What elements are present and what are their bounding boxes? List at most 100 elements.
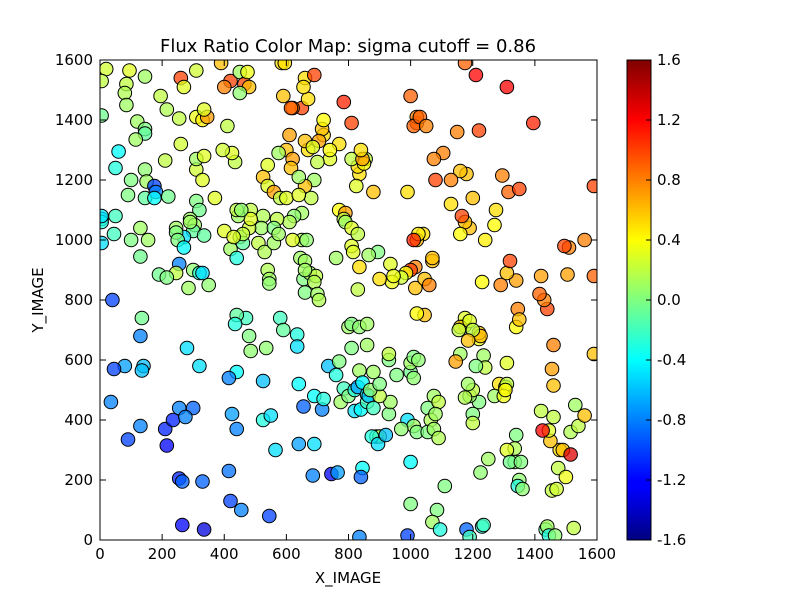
- scatter-point: [457, 60, 473, 71]
- scatter-point: [428, 406, 443, 422]
- scatter-point: [568, 397, 583, 413]
- scatter-point: [119, 97, 134, 113]
- x-axis-ticks: 0 200 400 600 800 1000 1200 1400 1600: [95, 60, 616, 563]
- scatter-point: [255, 208, 271, 224]
- scatter-point: [316, 391, 331, 407]
- y-tick-label: 200: [64, 471, 93, 489]
- scatter-point: [352, 529, 367, 540]
- scatter-point: [134, 363, 150, 378]
- scatter-point: [350, 226, 366, 242]
- scatter-point: [411, 352, 426, 368]
- scatter-point: [173, 136, 189, 152]
- scatter-point: [383, 256, 398, 272]
- scatter-point: [106, 226, 122, 242]
- scatter-point: [498, 382, 513, 398]
- scatter-point: [462, 529, 477, 540]
- scatter-point: [386, 268, 401, 284]
- scatter-point: [195, 265, 210, 281]
- scatter-point: [215, 142, 230, 158]
- scatter-point: [161, 189, 176, 204]
- scatter-point: [133, 220, 148, 236]
- scatter-point: [493, 277, 509, 293]
- scatter-point: [403, 496, 418, 512]
- scatter-point: [182, 214, 198, 230]
- chart-title: Flux Ratio Color Map: sigma cutoff = 0.8…: [160, 36, 536, 57]
- scatter-point: [134, 310, 150, 326]
- scatter-point: [586, 178, 597, 194]
- scatter-point: [305, 139, 321, 155]
- scatter-point: [481, 451, 496, 467]
- x-tick-label: 1000: [392, 545, 430, 563]
- colorbar-tick-label: 0.4: [657, 231, 681, 249]
- scatter-point: [282, 127, 297, 143]
- scatter-point: [103, 394, 119, 410]
- scatter-point: [566, 520, 582, 536]
- scatter-point: [465, 415, 481, 431]
- scatter-point: [175, 474, 190, 489]
- colorbar-tick-label: 0.0: [657, 291, 681, 309]
- x-tick-label: 200: [148, 545, 177, 563]
- scatter-point: [128, 132, 143, 147]
- scatter-point: [378, 427, 394, 443]
- scatter-point: [361, 247, 377, 263]
- scatter-point: [100, 108, 109, 123]
- colorbar-tick-label: -0.4: [657, 351, 686, 369]
- scatter-point: [488, 202, 504, 218]
- scatter-point: [176, 240, 192, 255]
- scatter-point: [140, 232, 156, 248]
- scatter-point: [558, 469, 574, 485]
- scatter-point: [557, 238, 572, 254]
- scatter-point: [431, 430, 446, 446]
- scatter-point: [316, 112, 331, 128]
- scatter-point: [330, 465, 345, 480]
- scatter-point: [171, 111, 187, 126]
- x-tick-label: 600: [272, 545, 301, 563]
- scatter-point: [271, 145, 286, 161]
- scatter-point: [544, 361, 560, 377]
- scatter-point: [533, 403, 549, 419]
- x-tick-label: 0: [95, 545, 105, 563]
- y-tick-label: 800: [64, 291, 93, 309]
- scatter-point: [549, 481, 564, 497]
- scatter-point: [195, 474, 210, 489]
- x-tick-label: 1600: [578, 545, 616, 563]
- scatter-point: [307, 274, 322, 290]
- scatter-point: [196, 522, 212, 537]
- colorbar-tick-label: 1.6: [657, 51, 681, 69]
- scatter-point: [499, 265, 515, 281]
- scatter-point: [123, 172, 139, 188]
- scatter-point: [359, 316, 375, 332]
- scatter-point: [535, 423, 550, 438]
- scatter-point: [157, 153, 173, 168]
- scatter-point: [474, 274, 490, 290]
- scatter-point: [372, 376, 387, 392]
- scatter-point: [108, 160, 123, 176]
- scatter-point: [192, 358, 207, 374]
- scatter-point: [352, 363, 367, 378]
- scatter-point: [451, 322, 467, 338]
- scatter-point: [331, 354, 347, 369]
- scatter-point: [437, 478, 453, 494]
- scatter-point: [165, 412, 181, 428]
- scatter-point: [389, 367, 404, 383]
- scatter-point: [508, 427, 524, 443]
- scatter-point: [189, 63, 204, 78]
- scatter-point: [240, 64, 255, 80]
- scatter-point: [453, 226, 468, 242]
- scatter-point: [512, 181, 527, 197]
- scatter-point: [277, 60, 293, 71]
- scatter-point: [100, 73, 109, 89]
- scatter-point: [532, 286, 547, 302]
- scatter-point: [403, 88, 418, 104]
- scatter-point: [291, 187, 307, 203]
- scatter-point: [120, 187, 136, 203]
- scatter-point: [105, 292, 120, 308]
- scatter-point: [577, 408, 592, 423]
- scatter-point: [512, 312, 527, 327]
- scatter-point: [372, 271, 387, 287]
- scatter-point: [258, 340, 274, 356]
- scatter-point: [349, 178, 364, 194]
- colorbar-tick-label: -0.8: [657, 411, 686, 429]
